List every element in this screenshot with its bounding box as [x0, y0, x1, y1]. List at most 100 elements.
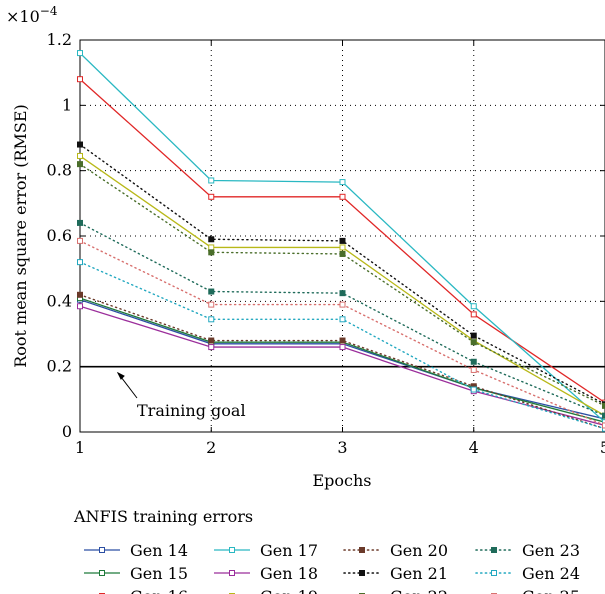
y-tick-label: 0.8 [47, 161, 72, 180]
x-tick-label: 4 [469, 438, 479, 457]
goal-label: Training goal [137, 401, 246, 420]
legend-entry-gen-14: Gen 14 [84, 541, 188, 560]
point-gen-17 [208, 177, 215, 184]
legend-label: Gen 15 [130, 564, 188, 583]
legend-swatch-marker [359, 547, 365, 553]
markers [77, 50, 605, 432]
point-gen-20 [208, 337, 215, 344]
point-gen-22 [339, 250, 346, 257]
legend-entry-gen-23: Gen 23 [475, 541, 580, 560]
point-gen-16 [339, 193, 346, 200]
legend-entry-gen-19: Gen 19 [229, 587, 318, 594]
point-gen-14 [602, 415, 605, 422]
legend-label: Gen 14 [130, 541, 188, 560]
point-gen-22 [602, 402, 605, 409]
point-gen-18 [77, 303, 83, 310]
x-tick-label: 2 [206, 438, 216, 457]
point-gen-24 [77, 259, 83, 266]
legend-entry-gen-20: Gen 20 [343, 541, 448, 560]
legend-swatch-marker [359, 570, 365, 576]
axis-ticks: 1 2 3 4 5 0 0.2 0.4 0.6 0.8 1 1.2 [47, 30, 605, 457]
point-gen-17 [470, 303, 477, 310]
point-gen-20 [77, 291, 83, 298]
point-gen-22 [470, 339, 477, 346]
legend-swatch-marker [229, 570, 235, 576]
point-gen-20 [339, 337, 346, 344]
x-tick-label: 3 [337, 438, 347, 457]
legend-label: Gen 21 [390, 564, 448, 583]
x-tick-label: 1 [75, 438, 85, 457]
point-gen-16 [470, 311, 477, 318]
legend-label: Gen 25 [522, 587, 580, 594]
point-gen-17 [339, 179, 346, 186]
y-axis-label: Root mean square error (RMSE) [11, 104, 30, 368]
legend-entry-gen-21: Gen 21 [343, 564, 448, 583]
point-gen-21 [470, 332, 477, 339]
point-gen-18 [208, 344, 215, 351]
goal-arrow-head [116, 371, 125, 380]
point-gen-22 [208, 249, 215, 256]
legend-swatch-marker [99, 547, 105, 553]
grid [80, 40, 605, 432]
point-gen-25 [602, 422, 605, 429]
legend-swatch-marker [229, 547, 235, 553]
legend-label: Gen 16 [130, 587, 188, 594]
legend-entry-gen-18: Gen 18 [214, 564, 318, 583]
point-gen-21 [208, 236, 215, 243]
y-multiplier: ×10−4 [6, 4, 58, 26]
point-gen-24 [602, 425, 605, 432]
legend-label: Gen 22 [390, 587, 448, 594]
point-gen-19 [339, 244, 346, 251]
x-axis-label: Epochs [312, 471, 371, 490]
legend-entry-gen-15: Gen 15 [84, 564, 188, 583]
point-gen-16 [77, 76, 83, 83]
legend-label: Gen 18 [260, 564, 318, 583]
y-tick-label: 0.2 [47, 357, 72, 376]
series-line-gen-20 [80, 294, 605, 430]
legend-entry-gen-25: Gen 25 [491, 587, 580, 594]
legend: Gen 14 Gen 15 Gen 16 Gen 17 Gen 18 Gen 19 Gen … [84, 541, 580, 594]
point-gen-17 [77, 50, 83, 57]
point-gen-18 [339, 344, 346, 351]
series-line-gen-23 [80, 222, 605, 417]
legend-label: Gen 17 [260, 541, 318, 560]
legend-label: Gen 23 [522, 541, 580, 560]
y-multiplier-exp: −4 [40, 4, 58, 18]
y-tick-label: 0 [62, 422, 72, 441]
legend-entry-gen-16: Gen 16 [99, 587, 188, 594]
y-tick-label: 0.4 [47, 291, 72, 310]
legend-swatch-marker [99, 570, 105, 576]
point-gen-23 [470, 358, 477, 365]
y-tick-label: 1 [62, 95, 72, 114]
point-gen-25 [339, 301, 346, 308]
legend-entry-gen-24: Gen 24 [475, 564, 580, 583]
point-gen-19 [208, 244, 215, 251]
point-gen-21 [77, 141, 83, 148]
legend-swatch-marker [491, 570, 497, 576]
legend-label: Gen 24 [522, 564, 580, 583]
legend-swatch-marker [491, 547, 497, 553]
point-gen-16 [208, 193, 215, 200]
point-gen-21 [339, 237, 346, 244]
legend-title: ANFIS training errors [73, 507, 253, 526]
legend-label: Gen 20 [390, 541, 448, 560]
x-tick-label: 5 [600, 438, 605, 457]
point-gen-23 [77, 219, 83, 226]
legend-entry-gen-22: Gen 22 [359, 587, 448, 594]
point-gen-24 [208, 316, 215, 323]
point-gen-22 [77, 161, 83, 168]
point-gen-23 [208, 288, 215, 295]
point-gen-17 [602, 419, 605, 426]
point-gen-19 [77, 152, 83, 159]
legend-label: Gen 19 [260, 587, 318, 594]
point-gen-23 [339, 290, 346, 297]
point-gen-25 [470, 366, 477, 373]
series-line-gen-25 [80, 240, 605, 427]
y-tick-label: 0.6 [47, 226, 72, 245]
training-goal: Training goal [80, 365, 605, 420]
y-tick-label: 1.2 [47, 30, 72, 49]
legend-entry-gen-17: Gen 17 [214, 541, 318, 560]
point-gen-24 [339, 316, 346, 323]
point-gen-25 [208, 301, 215, 308]
